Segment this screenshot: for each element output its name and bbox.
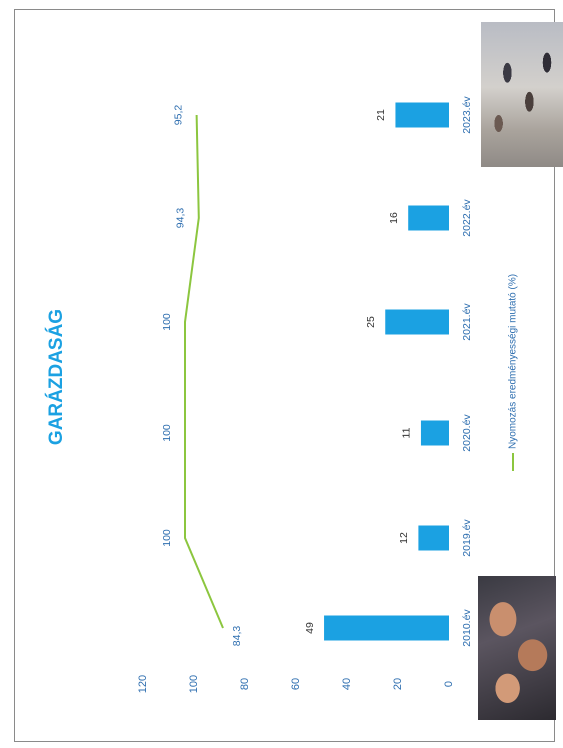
category-label: 2010.év xyxy=(461,609,473,647)
bar-value-label: 25 xyxy=(365,316,377,328)
value-axis-tick-label: 60 xyxy=(290,678,302,690)
category-label: 2023.év xyxy=(461,96,473,134)
bar-value-label: 11 xyxy=(401,427,413,438)
category-label: 2019.év xyxy=(461,519,473,557)
bar xyxy=(408,205,449,231)
line-value-label: 100 xyxy=(161,313,173,331)
line-value-label: 100 xyxy=(161,424,173,442)
value-axis-tick-label: 120 xyxy=(137,675,149,693)
value-axis-tick-label: 80 xyxy=(239,678,251,690)
line-series xyxy=(184,114,224,629)
bar xyxy=(420,420,449,446)
value-axis-tick-label: 20 xyxy=(392,678,404,690)
bar-value-label: 12 xyxy=(398,532,410,544)
value-axis-tick-label: 100 xyxy=(188,675,200,693)
line-value-label: 94,3 xyxy=(175,208,187,229)
value-axis-tick-label: 0 xyxy=(443,681,455,687)
category-label: 2022.év xyxy=(461,199,473,237)
clenched-fists-photo xyxy=(478,576,556,720)
bar-value-label: 49 xyxy=(304,622,316,634)
bar xyxy=(395,102,449,128)
chart: GARÁZDASÁG 0 20 40 60 80 100 120 2010.év 2019.év 2… xyxy=(45,96,519,694)
legend-label: Nyomozás eredményességi mutató (%) xyxy=(508,274,519,449)
line-value-label: 84,3 xyxy=(231,626,243,647)
category-label: 2021.év xyxy=(461,303,473,341)
chart-title: GARÁZDASÁG xyxy=(45,309,67,445)
bar xyxy=(385,309,449,335)
bar-value-label: 21 xyxy=(375,109,387,121)
line-value-label: 95,2 xyxy=(172,105,184,126)
street-crowd-photo xyxy=(481,22,563,167)
bar xyxy=(324,615,449,641)
bar xyxy=(418,525,449,551)
category-label: 2020.év xyxy=(461,414,473,452)
chart-page: GARÁZDASÁG 0 20 40 60 80 100 120 2010.év 2019.év 2… xyxy=(14,9,563,742)
bar-value-label: 16 xyxy=(388,212,400,224)
line-value-label: 100 xyxy=(161,529,173,547)
value-axis-tick-label: 40 xyxy=(341,678,353,690)
